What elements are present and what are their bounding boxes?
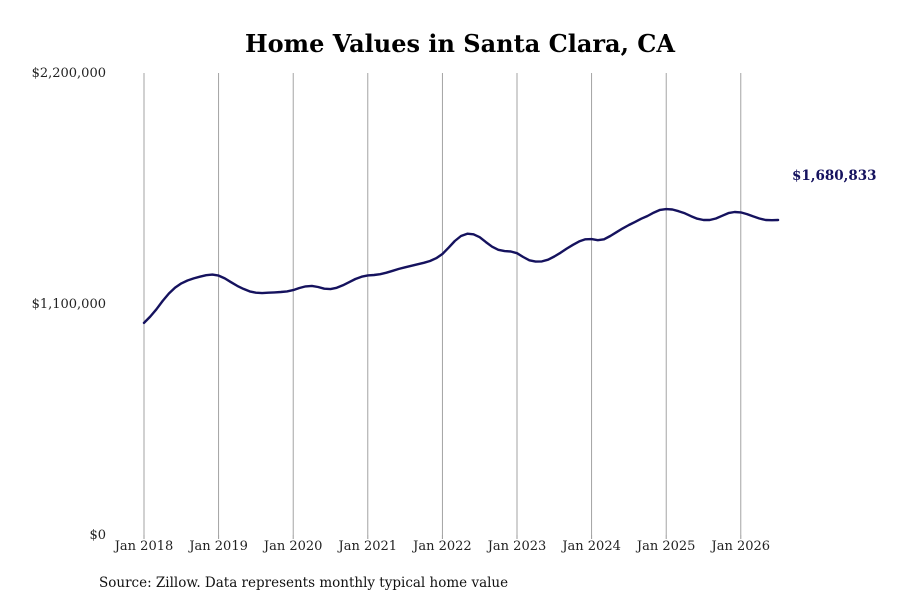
y-tick-label: $1,100,000 — [32, 297, 106, 312]
x-tick-label: Jan 2021 — [337, 539, 398, 554]
x-tick-label: Jan 2018 — [113, 539, 174, 554]
x-axis-ticks: Jan 2018 Jan 2019 Jan 2020 Jan 2021 Jan 2022… — [113, 539, 770, 554]
x-tick-label: Jan 2024 — [560, 539, 621, 554]
x-tick-label: Jan 2023 — [486, 539, 547, 554]
y-tick-label: $0 — [89, 528, 106, 543]
home-value-line — [142, 207, 780, 325]
chart-title: Home Values in Santa Clara, CA — [245, 29, 675, 58]
y-axis-ticks: $0 $1,100,000 $2,200,000 — [32, 66, 106, 543]
source-note: Source: Zillow. Data represents monthly … — [99, 575, 508, 591]
x-tick-label: Jan 2025 — [635, 539, 696, 554]
vertical-gridlines — [143, 73, 742, 539]
y-tick-label: $2,200,000 — [32, 66, 106, 81]
latest-value-label: $1,680,833 — [792, 168, 877, 184]
x-tick-label: Jan 2020 — [262, 539, 323, 554]
x-tick-label: Jan 2022 — [411, 539, 472, 554]
x-tick-label: Jan 2026 — [710, 539, 771, 554]
x-tick-label: Jan 2019 — [187, 539, 248, 554]
